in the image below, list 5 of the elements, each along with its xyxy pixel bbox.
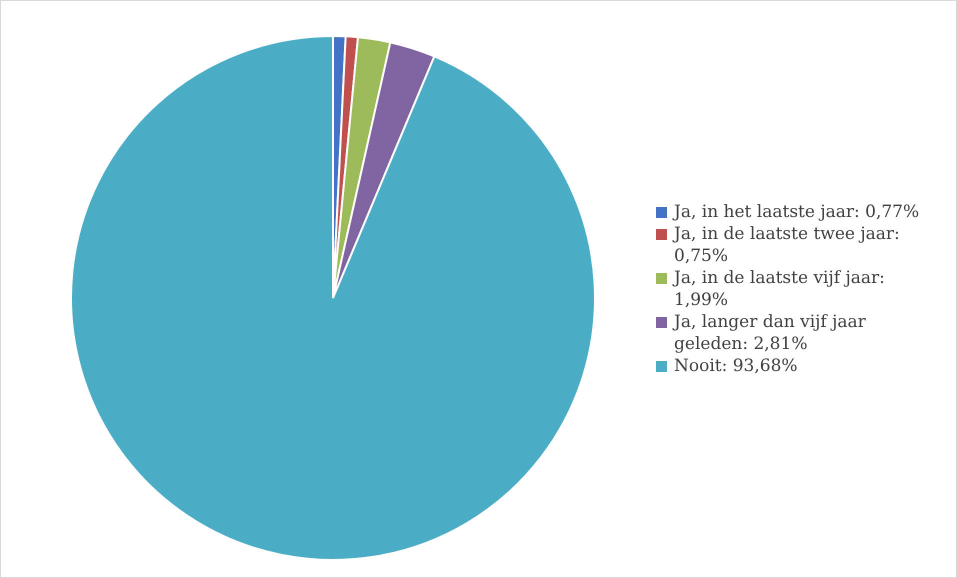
legend-label: Nooit: 93,68%: [674, 355, 798, 377]
legend-label: Ja, in de laatste twee jaar: 0,75%: [674, 223, 901, 267]
legend-label: Ja, langer dan vijf jaar geleden: 2,81%: [674, 311, 867, 355]
legend-label: Ja, in de laatste vijf jaar: 1,99%: [674, 267, 886, 311]
legend-label: Ja, in het laatste jaar: 0,77%: [674, 201, 920, 223]
